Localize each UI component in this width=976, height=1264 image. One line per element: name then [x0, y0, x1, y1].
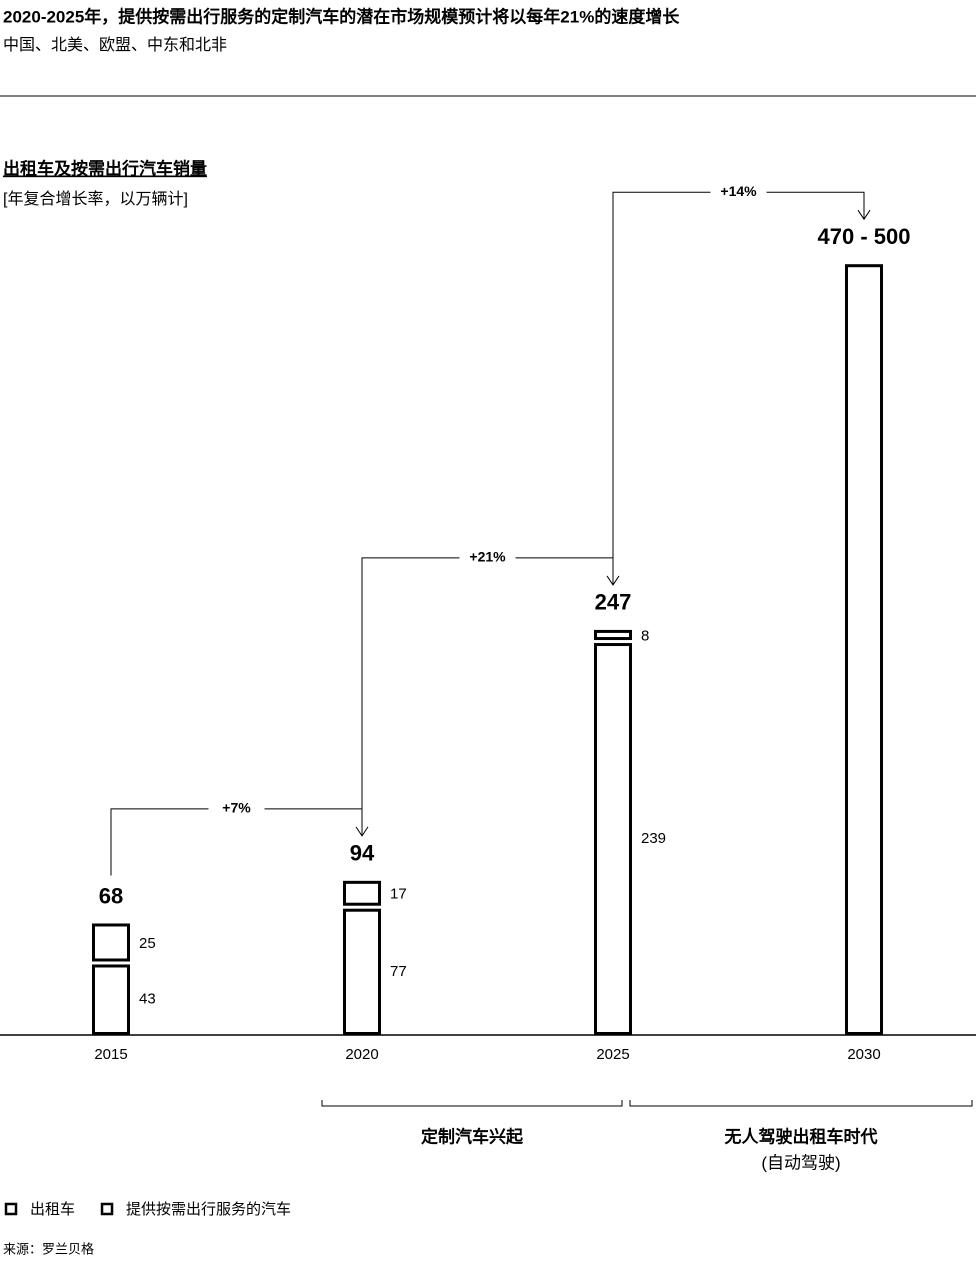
- growth-label-bg: [208, 798, 265, 819]
- arrow-head: [606, 575, 620, 586]
- segment-label: 25: [139, 935, 156, 952]
- segment-label: 17: [390, 886, 407, 903]
- growth-label-bg: [459, 547, 516, 568]
- chart-subtitle: [年复合增长率，以万辆计]: [3, 190, 188, 208]
- phase-label: 无人驾驶出租车时代: [724, 1126, 878, 1146]
- legend-label: 出租车: [30, 1201, 75, 1218]
- legend-swatch: [100, 1202, 114, 1216]
- bar: [845, 264, 883, 1035]
- growth-label-bg: [710, 182, 767, 203]
- chart-title: 出租车及按需出行汽车销量: [3, 158, 207, 178]
- page-subtitle: 中国、北美、欧盟、中东和北非: [3, 36, 227, 54]
- phase-label: 定制汽车兴起: [421, 1126, 524, 1146]
- bar-segment: [343, 908, 381, 1035]
- growth-label: +21%: [469, 549, 506, 565]
- growth-arrow: [361, 557, 614, 833]
- segment-label: 8: [641, 627, 649, 644]
- phase-sublabel: (自动驾驶): [761, 1153, 840, 1172]
- phase-bracket: [629, 1100, 973, 1107]
- total-label: 94: [350, 841, 375, 866]
- segment-label: 43: [139, 991, 156, 1008]
- total-label: 247: [595, 590, 632, 615]
- x-tick-label: 2030: [847, 1046, 880, 1063]
- segment-label: 77: [390, 963, 407, 980]
- x-tick-label: 2025: [596, 1046, 629, 1063]
- arrow-head: [857, 209, 871, 221]
- phase-bracket: [321, 1100, 623, 1107]
- total-label: 68: [99, 883, 123, 908]
- page-title: 2020-2025年，提供按需出行服务的定制汽车的潜在市场规模预计将以每年21%…: [3, 6, 680, 26]
- legend-swatch: [4, 1202, 18, 1216]
- total-label: 470 - 500: [818, 224, 911, 249]
- segment-label: 239: [641, 830, 666, 847]
- bar-segment: [92, 923, 130, 962]
- bar-segment: [594, 643, 632, 1035]
- source: 来源：罗兰贝格: [3, 1241, 94, 1256]
- arrow-head: [355, 826, 369, 837]
- growth-arrow: [612, 191, 865, 582]
- bar-segment: [594, 629, 632, 641]
- legend-label: 提供按需出行服务的汽车: [126, 1201, 291, 1218]
- bar-segment: [343, 880, 381, 906]
- bar-segment: [92, 964, 130, 1035]
- growth-label: +7%: [222, 800, 251, 816]
- growth-label: +14%: [720, 183, 757, 199]
- x-tick-label: 2015: [94, 1046, 127, 1063]
- x-tick-label: 2020: [345, 1046, 378, 1063]
